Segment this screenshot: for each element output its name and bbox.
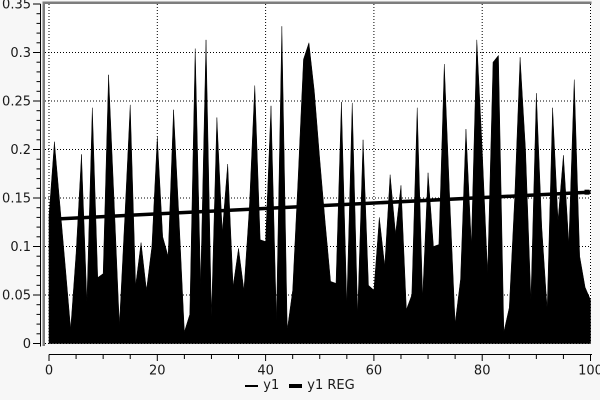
- regression-end-marker: [584, 189, 590, 195]
- x-tick-label: 0: [45, 364, 53, 379]
- legend-item-y1: y1: [245, 378, 279, 394]
- regression-line-y1-reg: [48, 190, 591, 222]
- x-tick-label: 80: [474, 364, 491, 379]
- legend-label-y1: y1: [263, 378, 280, 393]
- thin-line-swatch-icon: [245, 385, 259, 387]
- y-tick-label: 0.2: [10, 143, 31, 158]
- legend: y1 y1 REG: [0, 378, 600, 394]
- legend-item-y1-reg: y1 REG: [289, 378, 355, 394]
- y-tick-label: 0: [23, 337, 31, 352]
- y-tick-label: 0.35: [2, 0, 31, 13]
- y-tick-label: 0.05: [2, 289, 31, 304]
- y-tick-label: 0.15: [2, 192, 31, 207]
- x-tick-label: 20: [149, 364, 166, 379]
- x-tick-label: 40: [257, 364, 274, 379]
- x-tick-label: 100: [578, 364, 600, 379]
- y-tick-label: 0.25: [2, 95, 31, 110]
- area-series-y1: [48, 26, 591, 344]
- y-tick-label: 0.3: [10, 46, 31, 61]
- legend-label-y1-reg: y1 REG: [307, 378, 355, 393]
- regression-start-marker: [50, 216, 55, 222]
- x-tick-label: 60: [366, 364, 383, 379]
- y-tick-label: 0.1: [10, 240, 31, 255]
- thick-line-swatch-icon: [289, 384, 303, 388]
- plot-frame-top: [42, 1, 592, 4]
- plot-frame-left: [42, 1, 45, 346]
